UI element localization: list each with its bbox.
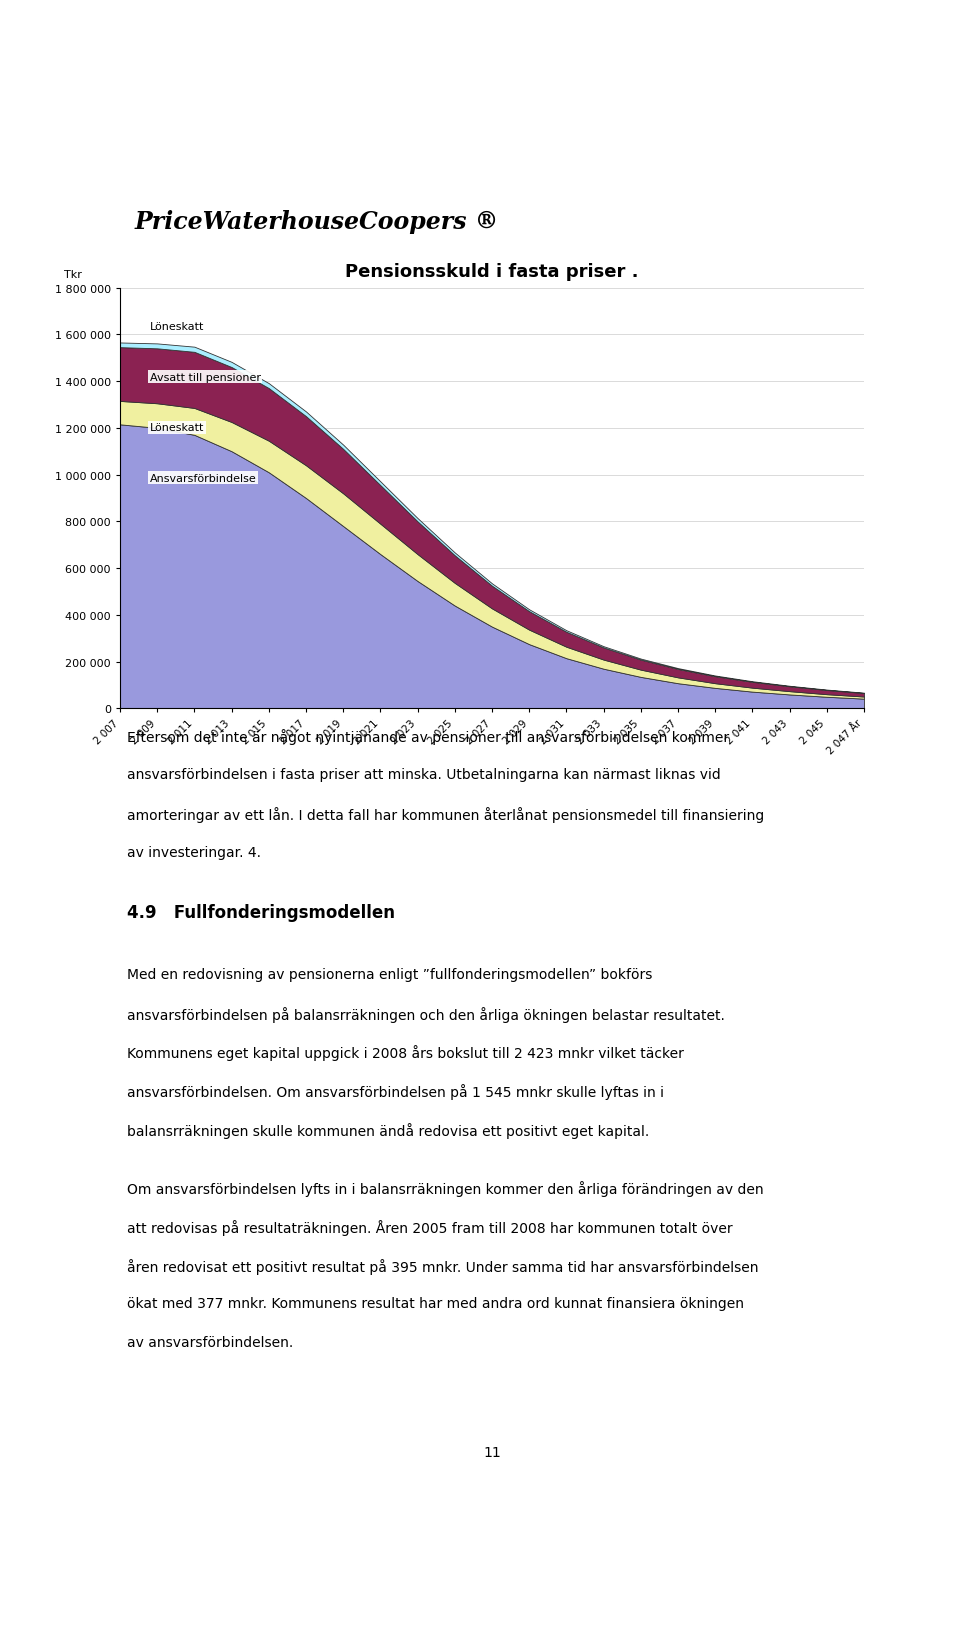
Text: av investeringar. 4.: av investeringar. 4. <box>128 845 261 859</box>
Text: 4.9   Fullfonderingsmodellen: 4.9 Fullfonderingsmodellen <box>128 903 396 921</box>
Text: ansvarsförbindelsen på balansrräkningen och den årliga ökningen belastar resulta: ansvarsförbindelsen på balansrräkningen … <box>128 1005 726 1022</box>
Text: av ansvarsförbindelsen.: av ansvarsförbindelsen. <box>128 1335 294 1350</box>
Text: Med en redovisning av pensionerna enligt ”fullfonderingsmodellen” bokförs: Med en redovisning av pensionerna enligt… <box>128 967 653 981</box>
Text: åren redovisat ett positivt resultat på 395 mnkr. Under samma tid har ansvarsför: åren redovisat ett positivt resultat på … <box>128 1257 759 1274</box>
Text: PriceWaterhouseCoopers ®: PriceWaterhouseCoopers ® <box>134 209 499 234</box>
Text: amorteringar av ett lån. I detta fall har kommunen återlånat pensionsmedel till : amorteringar av ett lån. I detta fall ha… <box>128 806 765 822</box>
Text: Om ansvarsförbindelsen lyfts in i balansrräkningen kommer den årliga förändringe: Om ansvarsförbindelsen lyfts in i balans… <box>128 1180 764 1196</box>
Text: Eftersom det inte är något nyintjänande av pensioner till ansvarsförbindelsen ko: Eftersom det inte är något nyintjänande … <box>128 728 730 745</box>
Text: 11: 11 <box>483 1445 501 1458</box>
Text: ansvarsförbindelsen. Om ansvarsförbindelsen på 1 545 mnkr skulle lyftas in i: ansvarsförbindelsen. Om ansvarsförbindel… <box>128 1083 664 1099</box>
Text: ansvarsförbindelsen i fasta priser att minska. Utbetalningarna kan närmast likna: ansvarsförbindelsen i fasta priser att m… <box>128 768 721 781</box>
Text: ökat med 377 mnkr. Kommunens resultat har med andra ord kunnat finansiera ökning: ökat med 377 mnkr. Kommunens resultat ha… <box>128 1297 744 1310</box>
Text: Tkr: Tkr <box>64 270 82 280</box>
Title: Pensionsskuld i fasta priser .: Pensionsskuld i fasta priser . <box>346 264 638 282</box>
Text: Avsatt till pensioner: Avsatt till pensioner <box>150 372 261 382</box>
Text: Kommunens eget kapital uppgick i 2008 års bokslut till 2 423 mnkr vilket täcker: Kommunens eget kapital uppgick i 2008 år… <box>128 1045 684 1061</box>
Text: att redovisas på resultaträkningen. Åren 2005 fram till 2008 har kommunen totalt: att redovisas på resultaträkningen. Åren… <box>128 1220 733 1234</box>
Text: Löneskatt: Löneskatt <box>150 321 204 331</box>
Text: Löneskatt: Löneskatt <box>150 424 204 433</box>
Text: Ansvarsförbindelse: Ansvarsförbindelse <box>150 473 256 483</box>
Text: balansrräkningen skulle kommunen ändå redovisa ett positivt eget kapital.: balansrräkningen skulle kommunen ändå re… <box>128 1122 650 1139</box>
